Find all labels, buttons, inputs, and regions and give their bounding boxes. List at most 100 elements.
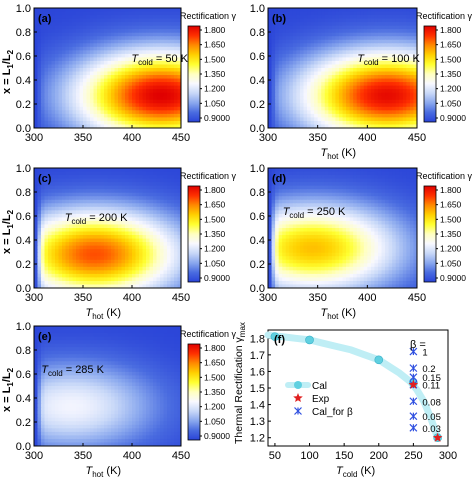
heatmap-cell xyxy=(51,50,56,55)
heatmap-cell xyxy=(328,168,333,173)
heatmap-cell xyxy=(392,22,397,27)
heatmap-cell xyxy=(413,168,417,173)
heatmap-cell xyxy=(163,203,168,208)
heatmap-cell xyxy=(149,113,154,119)
heatmap-cell xyxy=(402,8,407,13)
heatmap-cell xyxy=(363,182,368,187)
heatmap-cell xyxy=(395,53,400,59)
heatmap-cell xyxy=(111,175,116,180)
heatmap-cell xyxy=(321,53,326,59)
heatmap-cell xyxy=(349,196,354,201)
heatmap-cell xyxy=(62,60,67,66)
heatmap-cell xyxy=(135,92,140,97)
heatmap-cell xyxy=(104,75,109,80)
heatmap-cell xyxy=(163,60,168,66)
heatmap-cell xyxy=(392,203,397,208)
heatmap-cell xyxy=(321,36,326,41)
heatmap-cell xyxy=(65,43,70,48)
heatmap-cell xyxy=(58,217,63,222)
heatmap-cell xyxy=(58,277,63,282)
heatmap-cell xyxy=(324,89,329,94)
heatmap-cell xyxy=(111,53,116,59)
heatmap-cell xyxy=(338,53,344,59)
heatmap-cell xyxy=(58,178,63,183)
heatmap-cell xyxy=(353,57,358,62)
heatmap-cell xyxy=(399,75,404,80)
heatmap-cell xyxy=(139,75,144,80)
heatmap-cell xyxy=(142,99,147,104)
heatmap-cell xyxy=(111,85,116,90)
heatmap-cell xyxy=(135,96,140,101)
heatmap-cell xyxy=(132,231,137,236)
heatmap-cell xyxy=(160,92,165,97)
heatmap-cell xyxy=(93,57,98,62)
heatmap-cell xyxy=(381,182,386,187)
heatmap-cell xyxy=(331,213,337,219)
heatmap-cell xyxy=(314,192,319,197)
heatmap-cell xyxy=(93,185,98,190)
heatmap-cell xyxy=(402,71,407,76)
heatmap-cell xyxy=(118,263,123,268)
heatmap-cell xyxy=(296,50,301,55)
heatmap-cell xyxy=(72,192,77,197)
heatmap-cell xyxy=(331,124,337,128)
heatmap-cell xyxy=(395,99,400,104)
heatmap-cell xyxy=(338,39,344,44)
heatmap-cell xyxy=(146,203,151,208)
heatmap-cell xyxy=(111,270,116,275)
heatmap-cell xyxy=(292,32,297,37)
heatmap-cell xyxy=(83,206,88,211)
heatmap-cell xyxy=(167,15,172,20)
heatmap-cell xyxy=(37,277,42,282)
heatmap-cell xyxy=(121,99,126,104)
heatmap-cell xyxy=(406,82,411,87)
heatmap-cell xyxy=(363,78,368,83)
heatmap-cell xyxy=(353,71,358,76)
heatmap-cell xyxy=(142,228,147,233)
heatmap-cell xyxy=(69,189,74,194)
heatmap-cell xyxy=(307,168,312,173)
heatmap-cell xyxy=(328,11,333,16)
heatmap-cell xyxy=(139,235,144,240)
heatmap-cell xyxy=(83,182,88,187)
heatmap-cell xyxy=(406,29,411,34)
heatmap-cell xyxy=(100,85,105,90)
heatmap-cell xyxy=(275,8,280,13)
heatmap-cell xyxy=(37,256,42,261)
heatmap-cell xyxy=(385,32,390,37)
heatmap-cell xyxy=(55,196,60,201)
heatmap-cell xyxy=(385,171,390,176)
heatmap-cell xyxy=(34,50,39,55)
heatmap-cell xyxy=(114,96,119,101)
heatmap-cell xyxy=(275,206,280,211)
heatmap-cell xyxy=(367,78,372,83)
heatmap-cell xyxy=(292,85,297,90)
heatmap-cell xyxy=(317,99,322,104)
heatmap-cell xyxy=(278,182,283,187)
heatmap-cell xyxy=(132,171,137,176)
heatmap-cell xyxy=(338,103,344,108)
heatmap-cell xyxy=(139,113,144,119)
heatmap-cell xyxy=(388,50,393,55)
heatmap-cell xyxy=(132,168,137,173)
heatmap-cell xyxy=(156,106,161,111)
heatmap-cell xyxy=(353,82,358,87)
heatmap-cell xyxy=(324,178,329,183)
heatmap-cell xyxy=(97,50,102,55)
heatmap-cell xyxy=(62,92,67,97)
heatmap-cell xyxy=(346,103,351,108)
heatmap-cell xyxy=(174,206,179,211)
heatmap-cell xyxy=(156,235,161,240)
heatmap-cell xyxy=(167,270,172,275)
heatmap-cell xyxy=(149,43,154,48)
heatmap-cell xyxy=(349,8,354,13)
heatmap-cell xyxy=(114,75,119,80)
heatmap-cell xyxy=(170,178,175,183)
heatmap-cell xyxy=(142,71,147,76)
heatmap-cell xyxy=(142,270,147,275)
heatmap-cell xyxy=(128,273,133,279)
heatmap-cell xyxy=(132,89,137,94)
heatmap-cell xyxy=(167,92,172,97)
heatmap-cell xyxy=(104,185,109,190)
heatmap-cell xyxy=(79,25,84,30)
